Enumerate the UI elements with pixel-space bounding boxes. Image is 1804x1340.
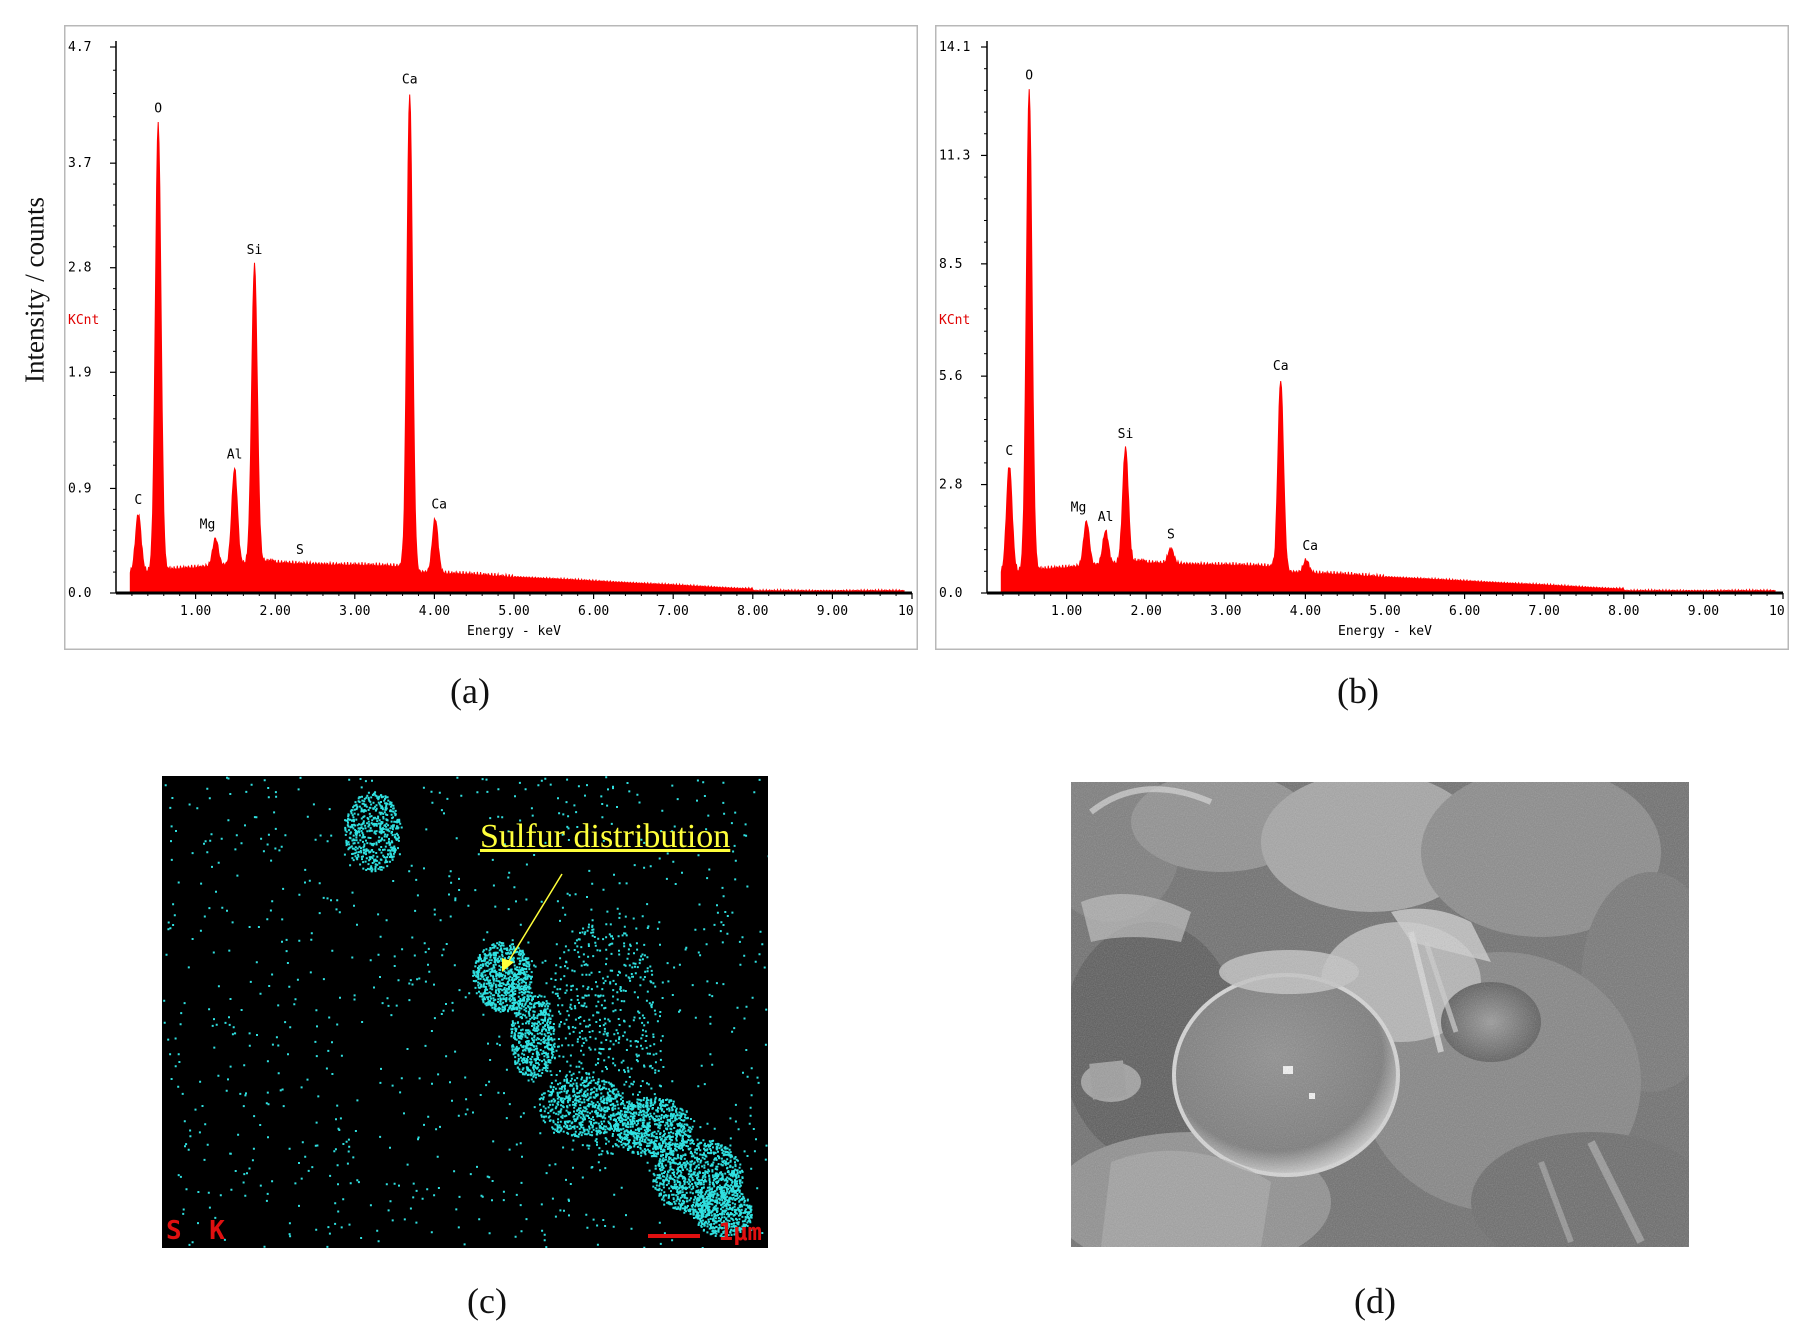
x-tick-label: 1.00 — [180, 604, 211, 619]
x-tick-label: 3.00 — [1210, 604, 1241, 619]
x-axis-title: Energy - keV — [1338, 624, 1432, 639]
y-axis-label: Intensity / counts — [19, 197, 50, 383]
x-tick-label: 3.00 — [339, 604, 370, 619]
peak-label-si: Si — [1118, 427, 1134, 442]
y-tick-label: 2.8 — [68, 261, 91, 276]
x-tick-label: 2.00 — [260, 604, 291, 619]
x-tick-label: 5.00 — [1369, 604, 1400, 619]
y-tick-label: 14.1 — [939, 40, 970, 55]
y-tick-label: 5.6 — [939, 369, 962, 384]
y-unit-label: KCnt — [68, 313, 99, 328]
element-label: S K — [166, 1216, 231, 1246]
y-tick-label: 0.9 — [68, 481, 91, 496]
caption-a: (a) — [450, 671, 490, 711]
x-tick-label: 2.00 — [1131, 604, 1162, 619]
peak-label-ca: Ca — [402, 72, 418, 87]
panel-frame — [64, 25, 918, 650]
arrow-head — [502, 958, 514, 972]
y-tick-label: 4.7 — [68, 40, 91, 55]
spectrum-panel-a: 0.0 0.9 1.9 2.8 3.7 4.7 KCnt 1.00 2.00 3.00 4.00 5.… — [64, 25, 918, 650]
caption-d: (d) — [1354, 1281, 1396, 1321]
scale-bar — [648, 1234, 700, 1238]
x-tick-label: 9.00 — [817, 604, 848, 619]
peak-label-ca: Ca — [431, 498, 447, 513]
peak-label-s: S — [296, 543, 304, 558]
spectrum-panel-b: 0.0 2.8 5.6 8.5 11.3 14.1 KCnt 1.00 2.00 3.00 4.00… — [935, 25, 1789, 650]
sem-micrograph — [1071, 782, 1689, 1247]
peak-label-mg: Mg — [1071, 500, 1087, 515]
spectrum-chart-b: 0.0 2.8 5.6 8.5 11.3 14.1 KCnt 1.00 2.00 3.00 4.00… — [935, 25, 1789, 650]
sem-image — [1071, 782, 1689, 1247]
x-tick-label: 6.00 — [1449, 604, 1480, 619]
panel-frame — [935, 25, 1789, 650]
x-tick-label: 8.00 — [737, 604, 768, 619]
x-tick-label: 7.00 — [1529, 604, 1560, 619]
sulfur-map-dots — [163, 776, 768, 1248]
x-tick-label: 10 — [1769, 604, 1785, 619]
x-tick-label: 1.00 — [1051, 604, 1082, 619]
peak-label-al: Al — [1098, 510, 1114, 525]
x-tick-label: 6.00 — [578, 604, 609, 619]
x-tick-label: 8.00 — [1608, 604, 1639, 619]
spectrum-area — [1000, 89, 1776, 594]
peak-label-o: O — [154, 102, 162, 117]
y-tick-label: 1.9 — [68, 365, 91, 380]
peak-label-si: Si — [247, 243, 263, 258]
y-tick-label: 8.5 — [939, 257, 962, 272]
x-tick-label: 7.00 — [658, 604, 689, 619]
y-tick-label: 0.0 — [939, 586, 962, 601]
x-tick-label: 4.00 — [419, 604, 450, 619]
y-tick-label: 3.7 — [68, 156, 91, 171]
peak-label-o: O — [1025, 69, 1033, 84]
sulfur-dots — [163, 776, 768, 1248]
peak-label-ca: Ca — [1302, 539, 1318, 554]
sulfur-dot-layer — [163, 776, 768, 1248]
peak-label-al: Al — [227, 448, 243, 463]
arrow-line — [506, 873, 563, 965]
peak-label-c: C — [1005, 444, 1013, 459]
peak-label-c: C — [134, 493, 142, 508]
sulfur-map: Sulfur distribution S K 1μm — [162, 776, 768, 1248]
caption-c: (c) — [467, 1281, 507, 1321]
y-tick-label: 2.8 — [939, 478, 962, 493]
peak-label-mg: Mg — [200, 517, 216, 532]
peak-label-ca: Ca — [1273, 359, 1289, 374]
spectrum-chart-a: 0.0 0.9 1.9 2.8 3.7 4.7 KCnt 1.00 2.00 3.00 4.00 5.… — [64, 25, 918, 650]
y-axis-label-box: Intensity / counts — [0, 110, 70, 470]
sulfur-annotation: Sulfur distribution — [480, 818, 731, 855]
y-tick-label: 0.0 — [68, 586, 91, 601]
y-tick-label: 11.3 — [939, 148, 970, 163]
spectrum-area — [129, 94, 905, 594]
x-axis-title: Energy - keV — [467, 624, 561, 639]
peak-label-s: S — [1167, 527, 1175, 542]
x-tick-label: 4.00 — [1290, 604, 1321, 619]
x-tick-label: 5.00 — [498, 604, 529, 619]
annotation-arrow — [502, 873, 563, 972]
y-unit-label: KCnt — [939, 313, 970, 328]
x-tick-label: 10 — [898, 604, 914, 619]
scale-label: 1μm — [718, 1218, 762, 1246]
x-tick-label: 9.00 — [1688, 604, 1719, 619]
caption-b: (b) — [1337, 671, 1379, 711]
